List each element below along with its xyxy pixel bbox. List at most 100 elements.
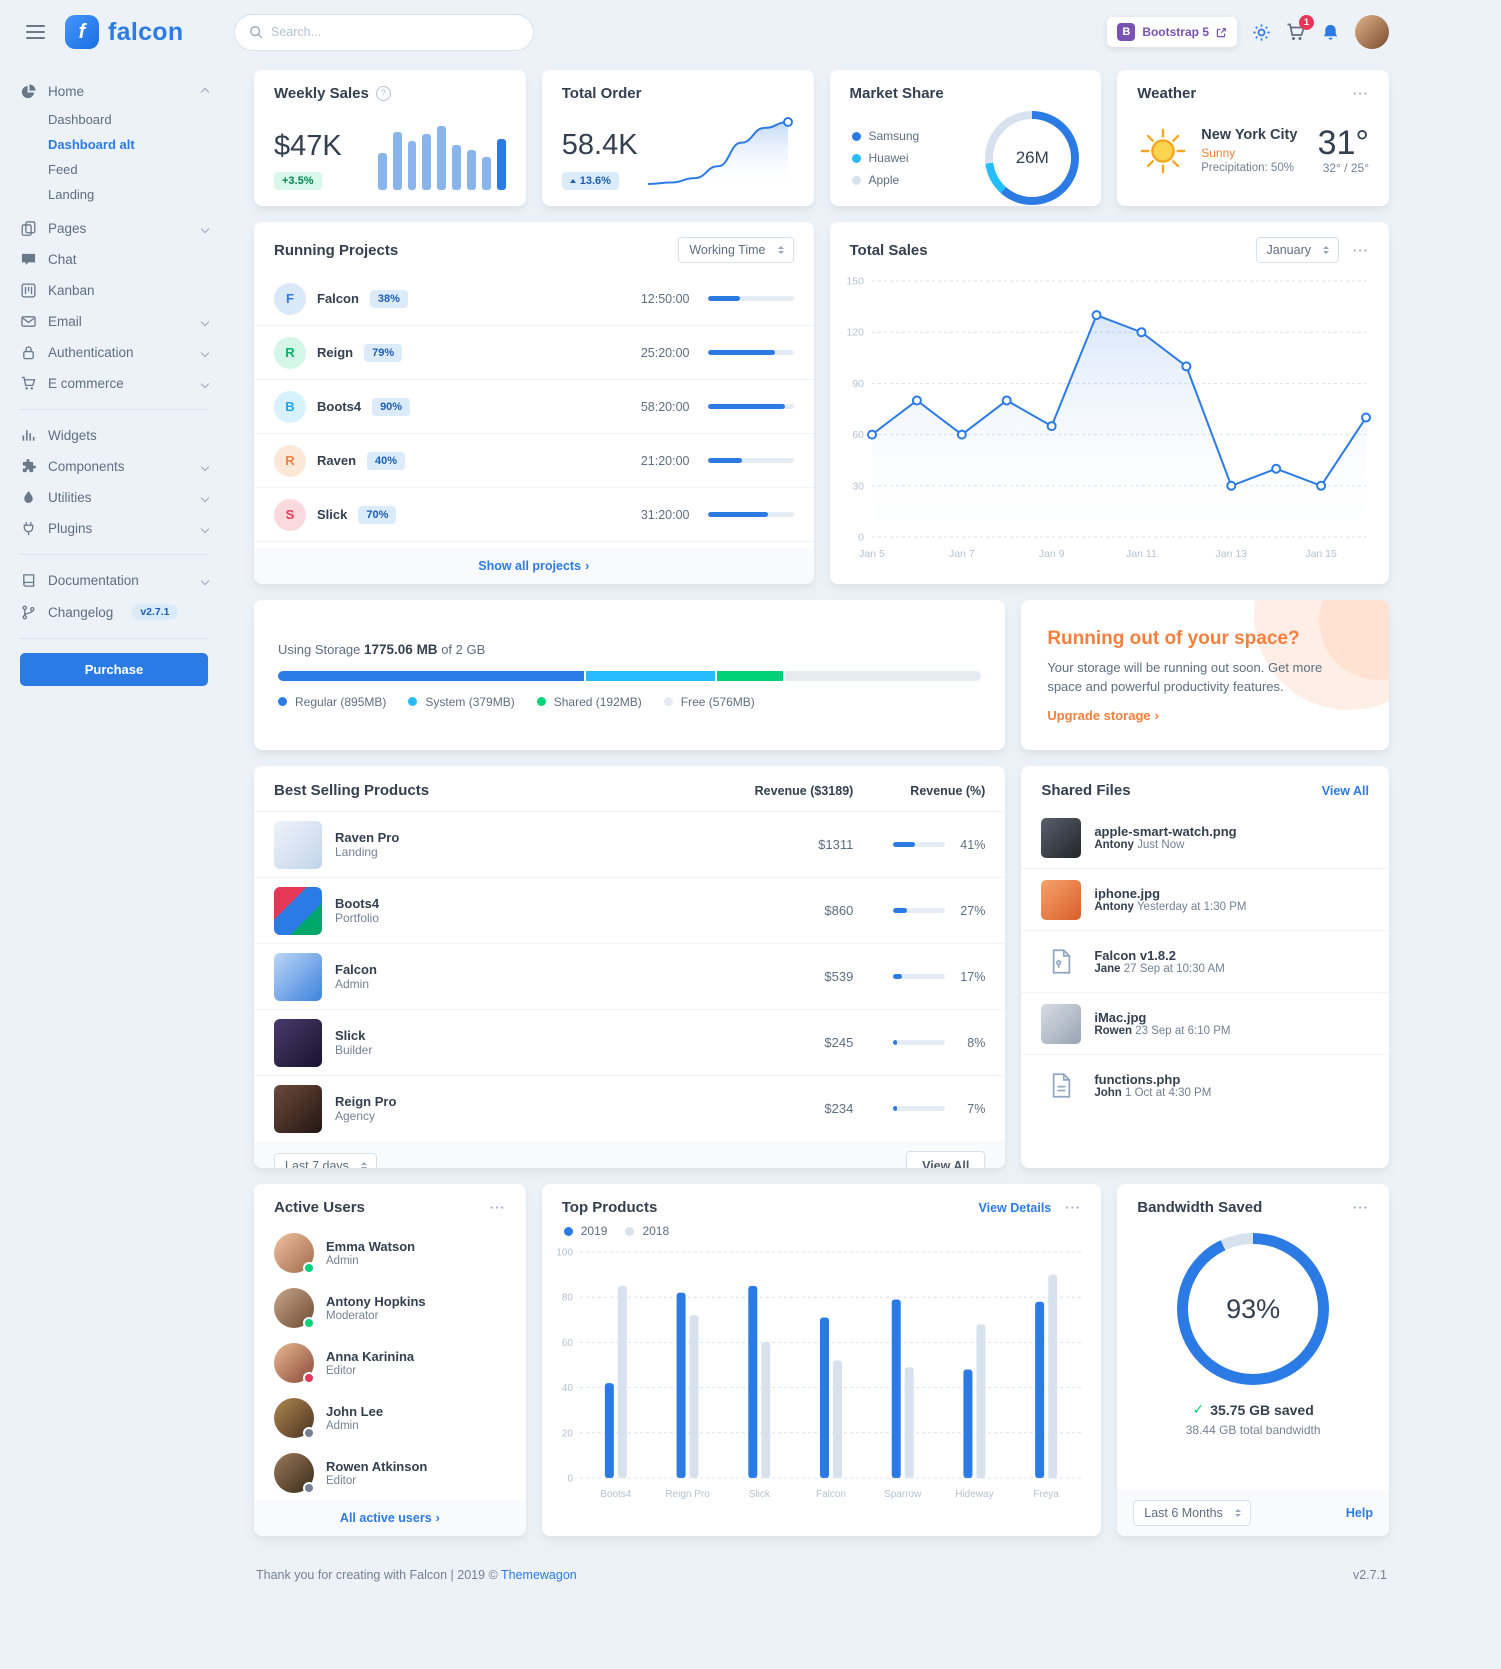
all-active-users-link[interactable]: All active users › (254, 1500, 526, 1536)
ellipsis-menu-icon[interactable]: ··· (489, 1200, 506, 1215)
upgrade-storage-link[interactable]: Upgrade storage › (1047, 707, 1159, 723)
sidebar-item-feed[interactable]: Feed (48, 162, 78, 177)
select-arrows-icon (361, 1159, 367, 1168)
period-select[interactable]: Last 6 Months (1133, 1500, 1251, 1526)
lock-icon (20, 345, 37, 360)
project-name-link[interactable]: Slick (317, 507, 348, 522)
active-users-card: Active Users ··· Emma Watson Admin Antony… (254, 1184, 526, 1536)
bandwidth-total: 38.44 GB total bandwidth (1185, 1423, 1321, 1437)
info-icon[interactable]: ? (375, 86, 391, 101)
user-name-link[interactable]: Anna Karinina (326, 1348, 415, 1364)
sidebar-item-plugins[interactable]: Plugins (20, 513, 210, 544)
product-category: Portfolio (335, 911, 380, 925)
legend-dot (663, 697, 673, 706)
search-box[interactable] (234, 13, 534, 51)
product-name-link[interactable]: Boots4 (335, 896, 380, 911)
product-name-link[interactable]: Slick (335, 1028, 366, 1043)
svg-text:Jan 11: Jan 11 (1126, 548, 1157, 560)
settings-gear-icon[interactable] (1252, 23, 1271, 42)
file-name-link[interactable]: apple-smart-watch.png (1094, 824, 1237, 839)
file-meta: Rowen 23 Sep at 6:10 PM (1094, 1025, 1231, 1037)
search-input[interactable] (271, 25, 519, 39)
chevron-down-icon (200, 576, 210, 585)
sidebar-item-landing[interactable]: Landing (48, 187, 95, 202)
file-name-link[interactable]: functions.php (1094, 1072, 1181, 1087)
view-all-button[interactable]: View All (906, 1151, 986, 1168)
weather-temperature: 31° (1317, 123, 1369, 162)
purchase-button[interactable]: Purchase (20, 653, 208, 686)
user-name-link[interactable]: John Lee (326, 1403, 384, 1419)
product-revenue: $1311 (818, 837, 854, 852)
sidebar-item-authentication[interactable]: Authentication (20, 337, 210, 368)
product-name-link[interactable]: Reign Pro (335, 1094, 397, 1109)
project-time: 58:20:00 (640, 399, 690, 414)
user-avatar[interactable] (1355, 15, 1389, 49)
project-name-link[interactable]: Reign (317, 345, 354, 360)
sidebar-item-dashboard-alt[interactable]: Dashboard alt (48, 137, 135, 152)
file-name-link[interactable]: iMac.jpg (1094, 1010, 1147, 1025)
avatar (274, 1287, 315, 1329)
storage-legend: Regular (895MB) System (379MB) Shared (1… (278, 695, 981, 709)
product-name-link[interactable]: Raven Pro (335, 830, 400, 845)
best-selling-table: Raven Pro Landing $1311 41% Boots4 Portfol… (254, 811, 1006, 1141)
ellipsis-menu-icon[interactable]: ··· (1353, 242, 1369, 258)
status-badge (303, 1426, 315, 1439)
legend-item: Free (576MB) (663, 695, 755, 709)
project-name-link[interactable]: Falcon (317, 291, 359, 306)
user-name-link[interactable]: Emma Watson (326, 1238, 416, 1254)
legend-item: Apple (851, 173, 920, 187)
month-select[interactable]: January (1255, 237, 1339, 263)
sidebar-item-home[interactable]: Home (20, 76, 210, 107)
sidebar-item-chat[interactable]: Chat (20, 244, 208, 275)
sidebar-item-changelog[interactable]: Changelog v2.7.1 (20, 596, 208, 628)
project-progress-badge: 40% (367, 451, 406, 470)
menu-toggle-button[interactable] (20, 19, 51, 45)
sidebar-item-label: Home (48, 84, 85, 99)
product-name-link[interactable]: Falcon (335, 962, 377, 977)
sidebar-item-ecommerce[interactable]: E commerce (20, 368, 210, 399)
table-row: Raven Pro Landing $1311 41% (254, 811, 1006, 877)
sidebar-item-components[interactable]: Components (20, 451, 210, 482)
svg-text:Jan 5: Jan 5 (859, 548, 885, 560)
list-item: iphone.jpg Antony Yesterday at 1:30 PM (1021, 868, 1389, 930)
project-progress-bar (707, 404, 794, 409)
sidebar-item-email[interactable]: Email (20, 306, 210, 337)
date-range-select[interactable]: Last 7 days (274, 1153, 377, 1168)
list-item: Anna Karinina Editor (254, 1335, 526, 1390)
ellipsis-menu-icon[interactable]: ··· (1353, 86, 1369, 101)
copy-icon (20, 221, 37, 236)
user-name-link[interactable]: Rowen Atkinson (326, 1458, 428, 1474)
chevron-right-icon: › (1154, 707, 1159, 723)
product-revenue: $245 (824, 1035, 854, 1050)
view-all-link[interactable]: View All (1321, 783, 1369, 798)
sidebar-item-pages[interactable]: Pages (20, 213, 210, 244)
show-all-projects-link[interactable]: Show all projects › (254, 548, 814, 584)
storage-title: Using Storage 1775.06 MB of 2 GB (278, 641, 486, 657)
project-time: 21:20:00 (640, 453, 690, 468)
view-details-link[interactable]: View Details (978, 1200, 1052, 1215)
sidebar-item-widgets[interactable]: Widgets (20, 420, 208, 451)
project-avatar: F (274, 282, 306, 315)
sidebar-item-utilities[interactable]: Utilities (20, 482, 210, 513)
sidebar-item-documentation[interactable]: Documentation (20, 565, 210, 596)
sidebar-item-kanban[interactable]: Kanban (20, 275, 208, 306)
bootstrap-badge[interactable]: B Bootstrap 5 (1107, 17, 1237, 47)
ellipsis-menu-icon[interactable]: ··· (1353, 1200, 1369, 1215)
svg-text:120: 120 (846, 327, 864, 339)
user-name-link[interactable]: Antony Hopkins (326, 1293, 426, 1309)
themewagon-link[interactable]: Themewagon (501, 1568, 577, 1582)
help-link[interactable]: Help (1345, 1506, 1373, 1520)
working-time-select[interactable]: Working Time (678, 237, 794, 263)
falcon-logo[interactable]: f falcon (65, 15, 183, 49)
project-progress-bar (707, 458, 794, 463)
file-name-link[interactable]: iphone.jpg (1094, 886, 1161, 901)
cart-icon[interactable]: 1 (1286, 15, 1314, 42)
project-name-link[interactable]: Boots4 (317, 399, 362, 414)
ellipsis-menu-icon[interactable]: ··· (1065, 1200, 1082, 1215)
file-name-link[interactable]: Falcon v1.8.2 (1094, 948, 1176, 963)
file-meta: Antony Just Now (1094, 839, 1185, 851)
sidebar-item-dashboard[interactable]: Dashboard (48, 112, 112, 127)
sidebar-divider (20, 638, 208, 639)
notifications-bell-icon[interactable] (1321, 23, 1340, 42)
project-name-link[interactable]: Raven (317, 453, 357, 468)
